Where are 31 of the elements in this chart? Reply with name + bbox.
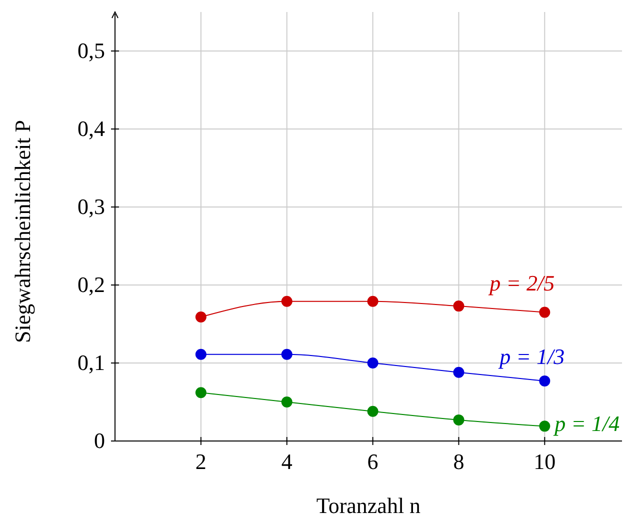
point [539,375,550,386]
point [281,296,292,307]
x-tick-label: 2 [195,449,206,474]
series-label: p = 1/3 [498,344,565,369]
point [453,300,464,312]
point [195,311,206,322]
point [539,306,550,318]
point [281,348,292,360]
point [281,396,292,408]
y-tick-label: 0,3 [78,194,105,219]
point [539,420,550,432]
x-axis-title: Toranzahl n [316,493,421,518]
point [195,387,206,398]
x-tick-label: 8 [453,449,464,474]
y-axis-title: Siegwahrscheinlichkeit P [10,120,35,344]
y-tick-label: 0,5 [78,38,105,63]
series-label: p = 2/5 [488,270,555,296]
x-tick-label: 6 [367,449,378,474]
y-tick-label: 0 [94,428,105,453]
point [367,296,378,307]
point [453,366,464,378]
point [367,406,378,417]
x-tick-label: 10 [534,449,556,474]
point [453,414,464,426]
y-tick-label: 0,4 [78,116,105,141]
point [367,358,378,368]
y-tick-label: 0,1 [78,350,105,375]
y-tick-label: 0,2 [78,272,105,297]
x-tick-label: 4 [281,449,292,474]
point [195,348,206,360]
series-label: p = 1/4 [552,411,620,436]
